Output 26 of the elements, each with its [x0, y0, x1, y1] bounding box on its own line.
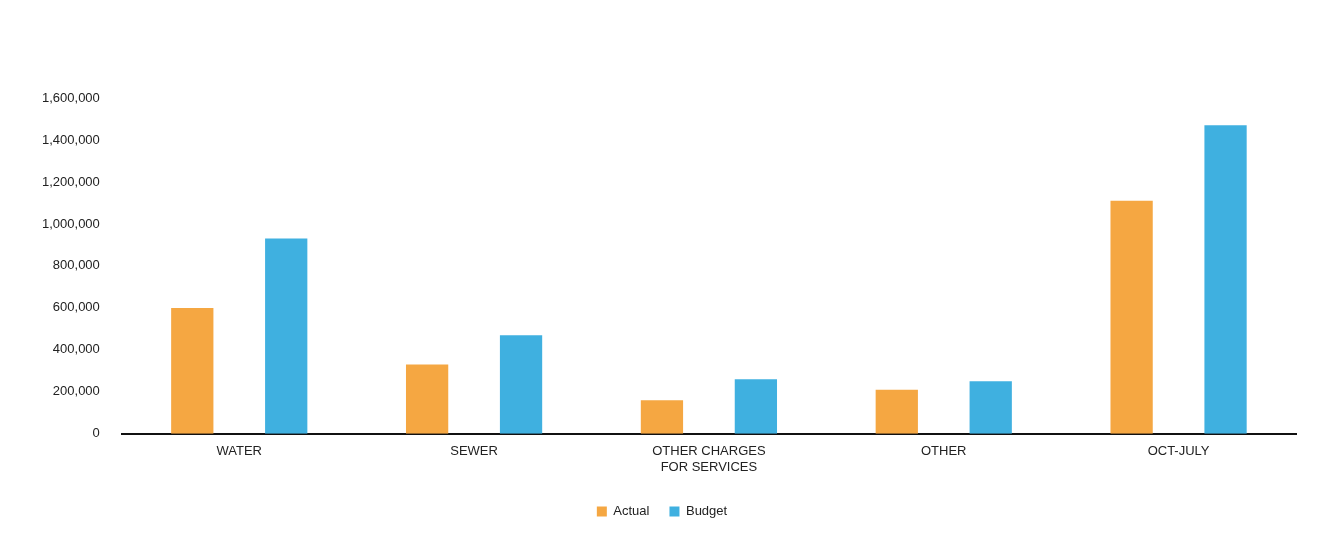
x-tick-label: WATER — [216, 443, 262, 459]
bar — [265, 238, 308, 434]
y-tick-label: 1,000,000 — [41, 215, 100, 231]
bar — [640, 400, 684, 434]
bar — [1204, 125, 1247, 434]
y-tick-label: 200,000 — [52, 383, 100, 399]
x-tick-label: OCT-JULY — [1147, 443, 1210, 459]
y-tick-label: 0 — [92, 425, 100, 441]
bar — [405, 364, 449, 434]
bar — [875, 389, 918, 434]
y-tick-label: 1,200,000 — [41, 173, 100, 189]
x-tick-label: OTHER CHARGES FOR SERVICES — [652, 443, 766, 474]
y-tick-label: 800,000 — [52, 257, 100, 273]
legend-label: Actual — [613, 503, 650, 519]
bar — [734, 379, 778, 434]
y-tick-label: 600,000 — [52, 299, 100, 315]
x-tick-label: OTHER — [921, 443, 967, 459]
bar — [969, 381, 1012, 434]
bar — [171, 307, 214, 434]
bar — [1110, 200, 1153, 434]
y-tick-label: 400,000 — [52, 341, 100, 357]
y-tick-label: 1,600,000 — [41, 89, 100, 105]
bar — [499, 335, 543, 434]
y-tick-label: 1,400,000 — [41, 131, 100, 147]
x-tick-label: SEWER — [450, 443, 498, 459]
legend-label: Budget — [685, 503, 728, 519]
